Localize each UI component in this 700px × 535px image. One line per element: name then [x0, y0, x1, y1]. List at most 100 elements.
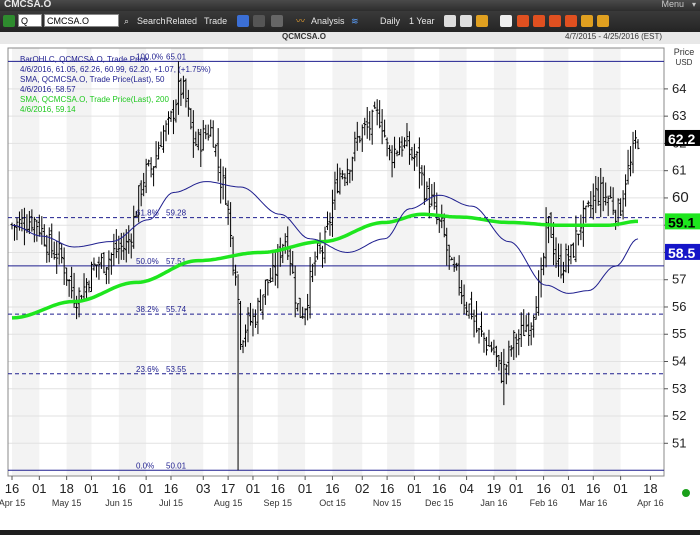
x-tick-label: 02	[355, 481, 369, 496]
y-tick-label: 52	[672, 408, 686, 423]
ric-input[interactable]: CMCSA.O	[44, 14, 119, 27]
x-tick-label: 01	[298, 481, 312, 496]
x-month-label: Apr 15	[0, 498, 25, 508]
x-tick-label: 16	[380, 481, 394, 496]
x-tick-label: 16	[325, 481, 339, 496]
x-tick-label: 04	[459, 481, 473, 496]
month-band	[277, 48, 306, 476]
chart-svg: 100.0% 65.01 61.8% 59.28 50.0% 57.51 38.2% 55.7…	[0, 44, 700, 530]
menu-button[interactable]: Menu	[661, 0, 684, 9]
month-band	[12, 48, 40, 476]
x-month-label: Sep 15	[264, 498, 293, 508]
date-range: 4/7/2015 - 4/25/2016 (EST)	[565, 32, 662, 41]
sma-50-line	[11, 181, 639, 294]
fib-value-label: 53.55	[166, 365, 187, 374]
legend-line-3: SMA, QCMCSA.O, Trade Price(Last), 50	[20, 75, 165, 84]
month-band	[493, 48, 517, 476]
title-bar: CMCSA.O Menu ▾	[0, 0, 700, 11]
x-tick-label: 01	[139, 481, 153, 496]
x-month-label: Mar 16	[579, 498, 607, 508]
x-tick-label: 18	[59, 481, 73, 496]
currency-label: USD	[676, 58, 693, 67]
x-tick-label: 16	[271, 481, 285, 496]
legend-icon[interactable]	[500, 15, 512, 27]
x-tick-label: 16	[432, 481, 446, 496]
legend-line-1: BarOHLC, QCMCSA.O, Trade Price	[20, 55, 149, 64]
x-tick-label: 01	[407, 481, 421, 496]
chart-header: QCMCSA.O 4/7/2015 - 4/25/2016 (EST)	[0, 32, 700, 44]
scroll-right-icon[interactable]	[565, 15, 577, 27]
x-month-label: May 15	[52, 498, 82, 508]
zoom-out-icon[interactable]	[517, 15, 529, 27]
x-tick-label: 19	[487, 481, 501, 496]
draw-icon[interactable]	[460, 15, 472, 27]
x-tick-label: 03	[196, 481, 210, 496]
analysis-icon[interactable]: 〰	[296, 16, 306, 26]
symbol-input[interactable]: Q	[18, 14, 42, 27]
x-tick-label: 01	[32, 481, 46, 496]
y-tick-label: 53	[672, 381, 686, 396]
legend-line-5: SMA, QCMCSA.O, Trade Price(Last), 200	[20, 95, 169, 104]
month-band	[332, 48, 363, 476]
folder-icon[interactable]	[271, 15, 283, 27]
y-tick-label: 56	[672, 299, 686, 314]
x-tick-label: 18	[643, 481, 657, 496]
back-icon[interactable]	[237, 15, 249, 27]
plot-frame	[7, 47, 665, 477]
x-tick-label: 01	[509, 481, 523, 496]
interval-select[interactable]: Daily	[380, 16, 401, 26]
x-month-label: Oct 15	[319, 498, 346, 508]
search-icon[interactable]: ⌕	[124, 16, 130, 26]
export-icon[interactable]	[597, 15, 609, 27]
x-tick-label: 16	[586, 481, 600, 496]
x-month-label: Feb 16	[530, 498, 558, 508]
legend-line-6: 4/6/2016, 59.14	[20, 105, 76, 114]
x-tick-label: 01	[246, 481, 260, 496]
zoom-in-icon[interactable]	[533, 15, 545, 27]
x-tick-label: 01	[561, 481, 575, 496]
trade-button[interactable]: Trade	[204, 16, 228, 26]
y-tick-label: 64	[672, 81, 686, 96]
last-price-tag-bg	[665, 129, 700, 146]
fib-pct-label: 50.0%	[136, 257, 159, 266]
sma-200-line	[11, 212, 638, 320]
fib-pct-label: 61.8%	[136, 209, 159, 218]
x-tick-label: 16	[164, 481, 178, 496]
x-tick-label: 17	[221, 481, 235, 496]
x-month-label: Aug 15	[214, 498, 243, 508]
y-tick-label: 55	[672, 326, 686, 341]
chevron-down-icon[interactable]: ▾	[691, 0, 696, 9]
sma200-tag-bg	[665, 213, 700, 230]
line-chart-icon[interactable]	[444, 15, 456, 27]
fib-pct-label: 38.2%	[136, 305, 159, 314]
fib-pct-label: 100.0%	[136, 52, 163, 61]
x-month-label: Dec 15	[425, 498, 454, 508]
sma50-tag-bg	[665, 243, 700, 260]
fib-value-label: 55.74	[166, 305, 187, 314]
month-band	[118, 48, 147, 476]
x-tick-label: 16	[536, 481, 550, 496]
price-chart[interactable]: 100.0% 65.01 61.8% 59.28 50.0% 57.51 38.2% 55.7…	[0, 44, 700, 530]
price-axis-label: Price	[674, 47, 695, 57]
live-status-icon[interactable]	[682, 489, 690, 497]
scroll-left-icon[interactable]	[549, 15, 561, 27]
fib-value-label: 50.01	[166, 461, 187, 470]
fib-value-label: 65.01	[166, 52, 187, 61]
fib-pct-label: 23.6%	[136, 365, 159, 374]
crosshair-icon[interactable]	[476, 15, 488, 27]
month-band	[228, 48, 253, 476]
analysis-button[interactable]: Analysis	[311, 16, 345, 26]
sma50-tag: 58.5	[668, 245, 695, 261]
y-tick-label: 60	[672, 189, 689, 206]
sma200-tag: 59.1	[668, 214, 695, 230]
forward-icon[interactable]	[253, 15, 265, 27]
month-band	[66, 48, 92, 476]
period-select[interactable]: 1 Year	[409, 16, 435, 26]
search-button[interactable]: Search	[137, 16, 166, 26]
overlay-icon[interactable]: ≋	[351, 16, 359, 26]
link-icon[interactable]	[3, 15, 15, 27]
y-tick-label: 54	[672, 354, 686, 369]
related-button[interactable]: Related	[166, 16, 198, 26]
y-tick-label: 61	[672, 163, 686, 178]
settings-icon[interactable]	[581, 15, 593, 27]
